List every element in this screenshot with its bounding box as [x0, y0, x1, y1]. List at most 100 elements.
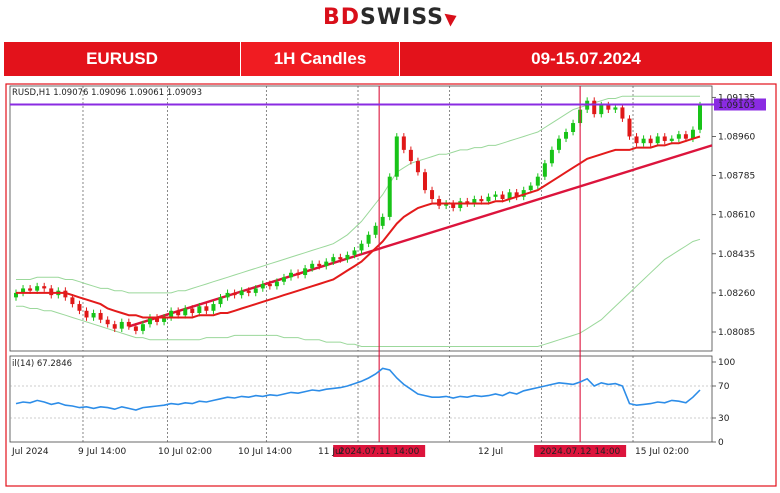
candle-body [317, 263, 322, 267]
candle-body [507, 192, 512, 200]
candle-body [197, 306, 202, 314]
candle-body [232, 292, 237, 296]
x-tick-label: Jul 2024 [11, 447, 49, 457]
candle-body [676, 134, 681, 139]
candle-body [324, 261, 329, 267]
rsi-line [15, 367, 701, 411]
candle-body [415, 161, 420, 173]
candle-body [345, 254, 350, 260]
candle-body [225, 292, 230, 298]
candle-body [641, 138, 646, 144]
candle-body [162, 317, 167, 322]
candle-body [359, 243, 364, 251]
moving-average-line [16, 135, 701, 319]
candle-body [394, 136, 399, 177]
outer-frame [5, 83, 777, 487]
candle-body [458, 201, 463, 208]
x-tick-label: 15 Jul 02:00 [635, 447, 689, 457]
candle-body [683, 134, 688, 139]
candle-body [662, 136, 667, 141]
candle-body [28, 288, 33, 291]
candle-body [126, 321, 131, 327]
candle-body [648, 138, 653, 144]
candle-body [63, 290, 68, 298]
candle-body [112, 324, 117, 329]
logo-swiss-text: SWISS [360, 5, 445, 30]
candle-body [352, 250, 357, 255]
candle-body [239, 290, 244, 296]
candle-body [49, 288, 54, 296]
candle-body [77, 304, 82, 311]
price-pane-header: RUSD,H1 1.09076 1.09096 1.09061 1.09093 [12, 88, 202, 98]
candle-body [303, 268, 308, 276]
candle-body [690, 129, 695, 139]
y-tick-label: 1.09135 [718, 93, 755, 103]
candle-body [267, 283, 272, 287]
candle-body [133, 326, 138, 331]
candle-body [42, 286, 47, 289]
y-tick-label: 1.08785 [718, 172, 755, 182]
candle-body [218, 297, 223, 305]
candle-body [655, 136, 660, 144]
candle-body [331, 257, 336, 262]
event-date-label: 2024.07.11 14:00 [339, 447, 420, 457]
candle-body [479, 199, 484, 202]
rsi-pane-header: il(14) 67.2846 [12, 359, 72, 369]
trend-line [128, 144, 713, 328]
candle-body [514, 192, 519, 197]
x-tick-label: 11 Jul [318, 447, 343, 457]
candle-body [486, 196, 491, 202]
logo-bd-text: BD [322, 5, 361, 30]
rsi-tick-label: 0 [718, 438, 724, 448]
candle-body [493, 194, 498, 197]
candle-body [91, 313, 96, 318]
y-tick-label: 1.08610 [718, 211, 755, 221]
candle-body [147, 317, 152, 325]
candle-body [380, 216, 385, 226]
event-date-badge [534, 445, 627, 457]
event-date-badge [333, 445, 426, 457]
x-tick-label: 10 Jul 02:00 [158, 447, 212, 457]
candle-body [472, 199, 477, 204]
timeframe-label: 1H Candles [240, 42, 400, 76]
rsi-tick-label: 30 [718, 414, 730, 424]
candle-body [119, 321, 124, 329]
candle-body [296, 272, 301, 276]
y-tick-label: 1.08260 [718, 289, 755, 299]
bdswiss-logo: BDSWISS [0, 0, 780, 36]
main-pane-frame [9, 85, 713, 352]
candle-body [430, 190, 435, 200]
y-tick-label: 1.08085 [718, 328, 755, 338]
candle-body [35, 286, 40, 291]
candle-body [437, 199, 442, 206]
candle-body [634, 136, 639, 144]
rsi-tick-label: 70 [718, 382, 730, 392]
candle-body [289, 272, 294, 278]
candle-body [500, 194, 505, 200]
chart-banner: EURUSD 1H Candles 09-15.07.2024 [4, 42, 772, 76]
candle-body [444, 203, 449, 206]
x-tick-label: 12 Jul [478, 447, 503, 457]
candle-body [620, 107, 625, 119]
candle-body [140, 324, 145, 331]
candle-body [373, 225, 378, 235]
x-tick-label: 10 Jul 14:00 [238, 447, 292, 457]
x-tick-label: 9 Jul 14:00 [78, 447, 127, 457]
candle-body [155, 317, 160, 322]
candle-body [338, 257, 343, 260]
current-price-badge [714, 98, 766, 111]
candle-body [606, 105, 611, 110]
candle-body [549, 149, 554, 164]
candle-body [387, 176, 392, 217]
candle-body [408, 149, 413, 162]
candle-body [70, 297, 75, 305]
candle-body [571, 123, 576, 132]
candle-body [366, 234, 371, 244]
y-tick-label: 1.08960 [718, 132, 755, 142]
candle-body [281, 277, 286, 282]
candle-body [253, 288, 258, 293]
candle-body [613, 107, 618, 110]
candle-body [521, 190, 526, 197]
candle-body [183, 308, 188, 316]
